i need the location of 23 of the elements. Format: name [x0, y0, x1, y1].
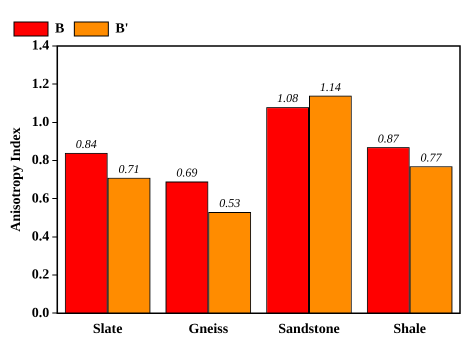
data-label: 0.53: [219, 196, 240, 210]
y-tick-label: 1.0: [32, 114, 50, 130]
y-tick-label: 0.0: [32, 306, 50, 321]
x-tick-label: Gneiss: [188, 322, 229, 338]
data-label: 0.77: [420, 150, 443, 164]
legend-label: B: [55, 22, 64, 37]
y-tick-label: 0.6: [32, 191, 50, 206]
data-label: 0.71: [118, 162, 140, 176]
legend-label: B': [115, 22, 129, 37]
data-label: 1.08: [277, 91, 298, 106]
x-tick-label: Slate: [92, 322, 122, 338]
y-axis-title: Anisotropy Index: [9, 127, 24, 232]
y-tick-label: 0.4: [32, 229, 50, 244]
data-label: 0.84: [76, 137, 97, 152]
y-tick-label: 0.8: [32, 153, 50, 168]
x-tick-label: Shale: [393, 322, 426, 338]
y-tick-label: 1.4: [32, 38, 50, 54]
data-label: 0.87: [378, 131, 400, 146]
data-label: 0.69: [176, 166, 198, 180]
y-tick-label: 1.2: [32, 76, 50, 92]
y-tick-label: 0.2: [32, 268, 50, 283]
x-tick-label: Sandstone: [278, 322, 340, 338]
data-label: 1.14: [320, 80, 341, 94]
